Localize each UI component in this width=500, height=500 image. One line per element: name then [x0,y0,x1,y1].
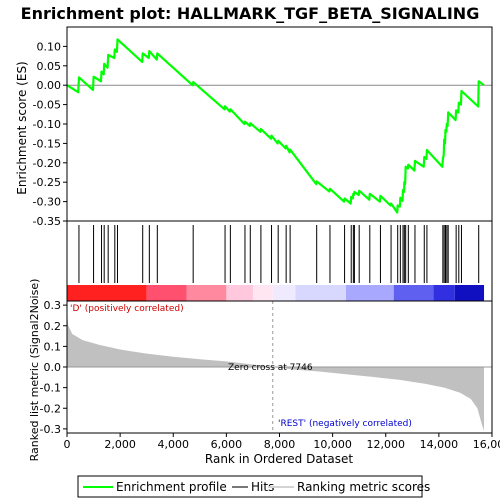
x-axis: 0 2,000 4,000 6,000 8,000 10,000 12,000 14,000 1… [64,433,500,451]
es-y-tick-label: -0.10 [33,118,61,131]
x-tick-label: 4,000 [158,438,190,451]
es-y-tick-label: 0.00 [37,79,62,92]
chart-title: Enrichment plot: HALLMARK_TGF_BETA_SIGNA… [21,4,480,23]
es-y-tick-label: 0.10 [37,40,62,53]
legend-label-ranking-metric: Ranking metric scores [297,480,430,494]
es-y-tick-label: -0.25 [33,176,61,189]
x-tick-label: 16,000 [473,438,500,451]
es-plot-area [67,27,492,221]
es-y-tick-label: -0.35 [33,215,61,228]
heat-block [345,285,394,301]
metric-y-tick-label: -0.3 [40,423,61,436]
enrichment-profile-line [66,38,485,214]
x-tick-label: 12,000 [367,438,406,451]
metric-panel: 0.3 0.2 0.1 0.0 -0.1 -0.2 -0.3 [40,299,493,436]
metric-y-tick-label: 0.0 [44,361,62,374]
heat-block [295,285,346,301]
positive-correlation-label: 'D' (positively correlated) [70,304,184,314]
metric-y-tick-label: -0.1 [40,382,61,395]
heat-block [393,285,434,301]
es-y-tick-label: -0.20 [33,157,61,170]
x-tick-label: 2,000 [104,438,136,451]
es-panel: 0.10 0.05 0.00 -0.05 -0.10 -0.15 -0.20 -0.25 -0.… [33,26,493,228]
ranking-metric-area [67,313,484,431]
x-tick-label: 10,000 [313,438,352,451]
es-y-tick-label: -0.30 [33,196,61,209]
legend-label-enrichment-profile: Enrichment profile [116,480,227,494]
es-y-axis-label: Enrichment score (ES) [15,61,29,194]
heat-block [146,285,187,301]
x-tick-label: 8,000 [264,438,296,451]
es-y-tick-label: 0.05 [37,60,62,73]
x-tick-label: 6,000 [211,438,243,451]
heat-block [67,285,147,301]
heat-block [252,285,273,301]
legend-label-hits: Hits [251,480,274,494]
metric-y-axis-label: Ranked list metric (Signal2Noise) [28,279,41,462]
metric-y-tick-label: 0.3 [44,299,62,312]
zero-cross-label: Zero cross at 7746 [228,363,313,373]
metric-y-tick-label: 0.2 [44,320,62,333]
x-axis-label: Rank in Ordered Dataset [205,452,353,466]
negative-correlation-label: 'REST' (negatively correlated) [278,419,412,429]
legend-box [77,475,423,498]
metric-y-tick-label: 0.1 [44,340,62,353]
heat-block [272,285,296,301]
heat-block [226,285,253,301]
heat-block [433,285,455,301]
metric-y-tick-label: -0.2 [40,402,61,415]
es-y-tick-label: -0.15 [33,137,61,150]
x-tick-label: 0 [64,438,71,451]
es-y-tick-label: -0.05 [33,99,61,112]
legend: Enrichment profile Hits Ranking metric s… [77,475,430,498]
x-tick-label: 14,000 [420,438,459,451]
heat-block [186,285,227,301]
heat-block [454,285,485,301]
hits-panel [66,220,493,302]
